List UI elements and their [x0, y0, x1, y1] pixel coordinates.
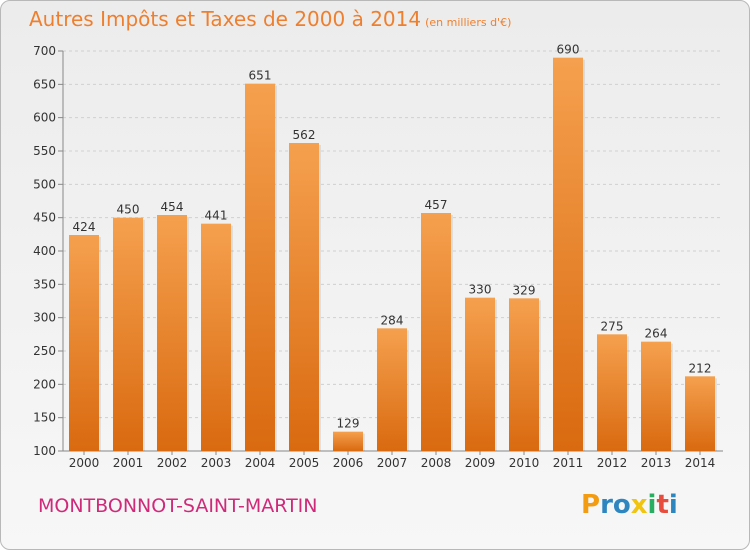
logo-letter: i	[668, 490, 678, 520]
y-tick-label: 650	[33, 77, 56, 91]
logo-letter: P	[581, 490, 601, 520]
bar	[333, 431, 363, 451]
bar-value-label: 275	[601, 319, 624, 333]
bar	[245, 83, 275, 452]
proxiti-logo[interactable]: Proxiti	[581, 490, 678, 520]
bar-value-label: 651	[249, 69, 272, 83]
y-tick-label: 350	[33, 277, 56, 291]
logo-letter: i	[647, 490, 657, 520]
x-tick-label: 2006	[333, 456, 364, 470]
y-tick-label: 700	[33, 44, 56, 58]
bar-value-label: 212	[689, 361, 712, 375]
bar-value-label: 690	[557, 43, 580, 57]
y-tick-label: 100	[33, 444, 56, 458]
x-tick-label: 2001	[113, 456, 144, 470]
bar	[69, 235, 99, 451]
y-tick-label: 300	[33, 311, 56, 325]
x-tick-label: 2013	[641, 456, 672, 470]
bar	[113, 217, 143, 451]
y-tick-label: 250	[33, 344, 56, 358]
bar-value-label: 454	[161, 200, 184, 214]
x-tick-label: 2010	[509, 456, 540, 470]
x-tick-label: 2011	[553, 456, 584, 470]
bar-value-label: 329	[513, 283, 536, 297]
y-tick-label: 450	[33, 211, 56, 225]
bar-value-label: 284	[381, 313, 404, 327]
y-tick-label: 550	[33, 144, 56, 158]
bar	[597, 334, 627, 451]
x-tick-label: 2000	[69, 456, 100, 470]
x-tick-label: 2009	[465, 456, 496, 470]
bar-value-label: 424	[73, 220, 96, 234]
x-tick-label: 2003	[201, 456, 232, 470]
y-tick-label: 200	[33, 377, 56, 391]
bar-value-label: 129	[337, 417, 360, 431]
bar	[685, 376, 715, 451]
x-tick-label: 2002	[157, 456, 188, 470]
bar	[553, 57, 583, 452]
bar-value-label: 330	[469, 283, 492, 297]
commune-name: MONTBONNOT-SAINT-MARTIN	[38, 495, 318, 517]
x-tick-label: 2008	[421, 456, 452, 470]
x-tick-label: 2012	[597, 456, 628, 470]
bar	[157, 215, 187, 451]
bar	[465, 297, 495, 451]
bar-value-label: 264	[645, 327, 668, 341]
logo-letter: r	[600, 490, 613, 520]
bar-value-label: 562	[293, 128, 316, 142]
y-tick-label: 400	[33, 244, 56, 258]
chart-title: Autres Impôts et Taxes de 2000 à 2014 (en…	[29, 7, 511, 31]
bar	[201, 223, 231, 451]
logo-letter: x	[630, 490, 648, 520]
x-tick-label: 2005	[289, 456, 320, 470]
x-tick-label: 2004	[245, 456, 276, 470]
bar	[377, 328, 407, 451]
y-tick-label: 500	[33, 177, 56, 191]
x-tick-label: 2007	[377, 456, 408, 470]
y-tick-label: 150	[33, 411, 56, 425]
y-tick-label: 600	[33, 111, 56, 125]
title-unit: (en milliers d'€)	[425, 16, 512, 29]
bar	[289, 143, 319, 451]
bar-value-label: 457	[425, 198, 448, 212]
bar	[641, 341, 671, 451]
bar	[421, 213, 451, 451]
title-text: Autres Impôts et Taxes de 2000 à 2014	[29, 7, 422, 31]
bar-value-label: 450	[117, 203, 140, 217]
x-tick-label: 2014	[685, 456, 716, 470]
logo-letter: o	[612, 490, 631, 520]
bar-value-label: 441	[205, 209, 228, 223]
logo-letter: t	[656, 490, 669, 520]
bar	[509, 298, 539, 451]
